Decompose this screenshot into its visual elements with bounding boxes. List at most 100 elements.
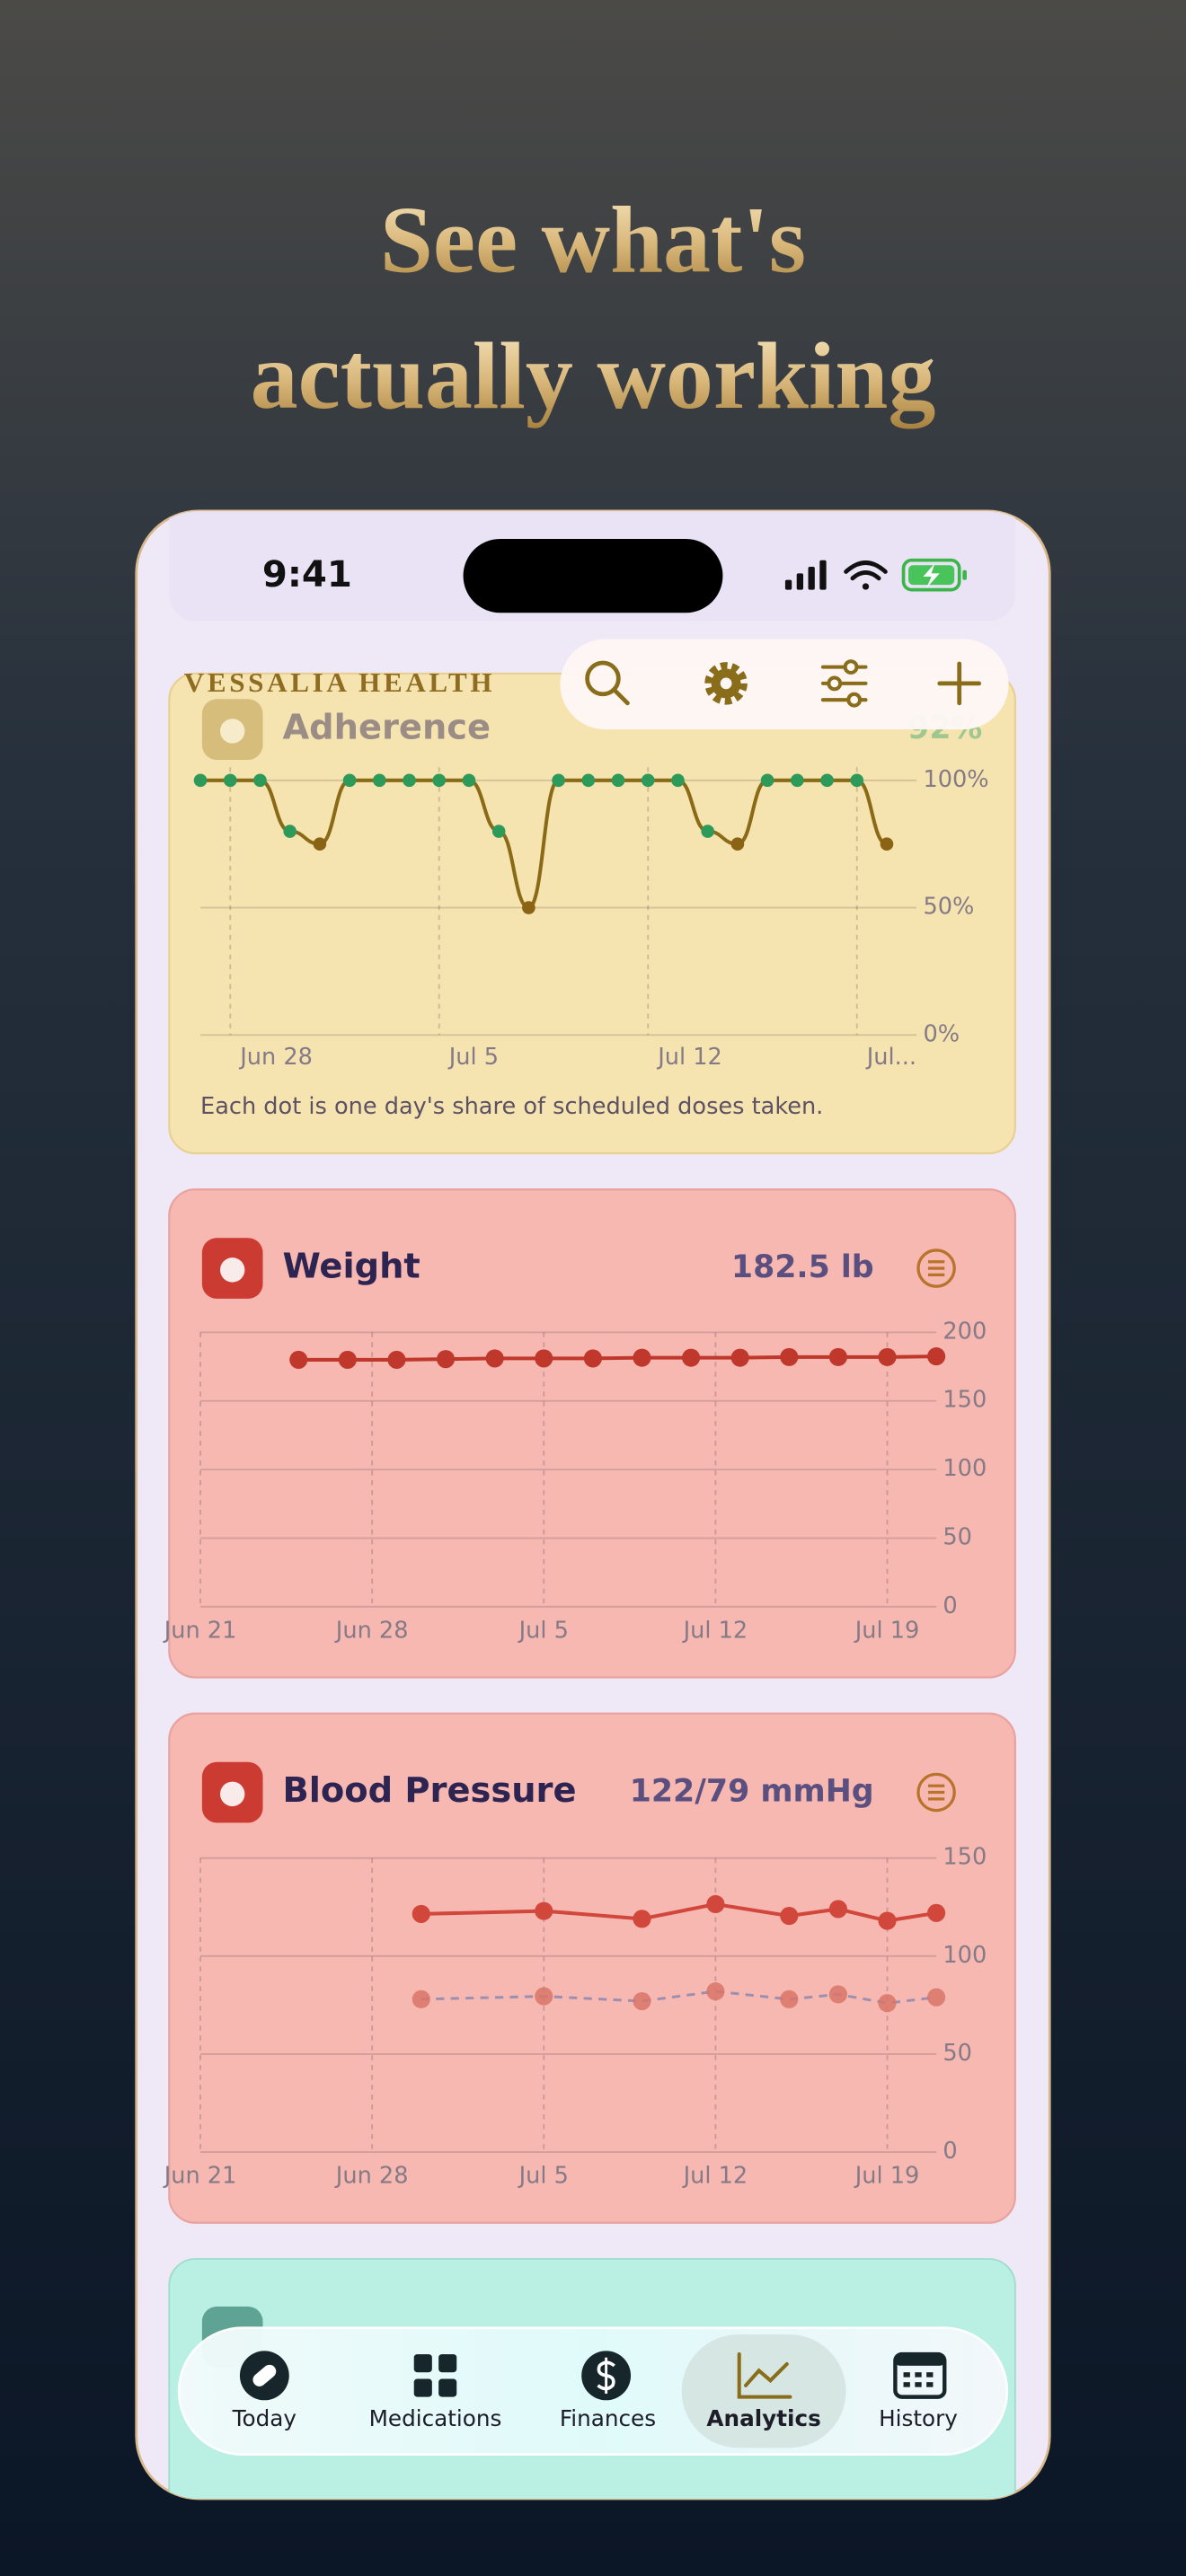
point bbox=[706, 1894, 725, 1914]
point bbox=[535, 1901, 553, 1920]
point bbox=[682, 1348, 701, 1367]
x-tick-label: Jul 5 bbox=[518, 1617, 569, 1644]
point bbox=[760, 773, 774, 788]
card-icon bbox=[201, 699, 263, 760]
toolbar bbox=[560, 639, 1009, 730]
tab-label[interactable]: Finances bbox=[560, 2405, 656, 2431]
point bbox=[878, 1994, 897, 2013]
point bbox=[373, 773, 386, 788]
point bbox=[828, 1347, 847, 1366]
y-tick-label: 0 bbox=[943, 1592, 957, 1619]
point bbox=[583, 1349, 602, 1368]
point bbox=[283, 825, 296, 838]
y-tick-label: 0 bbox=[943, 2138, 957, 2165]
card-icon-glyph bbox=[219, 1257, 245, 1283]
point bbox=[850, 773, 864, 788]
point bbox=[927, 1988, 946, 2007]
list-button[interactable] bbox=[916, 1772, 956, 1813]
point bbox=[828, 1900, 847, 1919]
point bbox=[791, 773, 804, 788]
settings-button[interactable] bbox=[704, 662, 748, 705]
y-tick-label: 100 bbox=[943, 1942, 987, 1969]
point bbox=[671, 773, 685, 788]
point bbox=[223, 773, 237, 788]
list-button[interactable] bbox=[916, 1248, 956, 1288]
point bbox=[313, 837, 327, 851]
tab-label[interactable]: Today bbox=[232, 2405, 296, 2431]
add-button[interactable] bbox=[937, 661, 982, 706]
x-tick-label: Jul 12 bbox=[682, 2163, 748, 2190]
point bbox=[581, 773, 596, 788]
status-time: 9:41 bbox=[262, 554, 352, 595]
x-tick-label: Jul 5 bbox=[447, 1044, 499, 1071]
point bbox=[820, 773, 834, 788]
card-header: Weight 182.5 lb bbox=[201, 1238, 956, 1299]
point bbox=[462, 773, 476, 788]
x-tick-label: Jul 5 bbox=[518, 2163, 569, 2190]
point bbox=[730, 1348, 749, 1367]
brand: VESSALIA HEALTH bbox=[184, 666, 495, 698]
point bbox=[780, 1989, 799, 2008]
tab-label[interactable]: Medications bbox=[369, 2405, 502, 2431]
point bbox=[535, 1349, 553, 1368]
point bbox=[387, 1350, 406, 1369]
point bbox=[706, 1982, 725, 2001]
tab-highlight bbox=[681, 2334, 846, 2448]
point bbox=[927, 1903, 946, 1922]
point bbox=[701, 825, 714, 838]
card-icon-glyph bbox=[219, 1781, 245, 1807]
toolbar-bg bbox=[560, 639, 1009, 730]
point bbox=[338, 1350, 357, 1369]
point bbox=[432, 773, 447, 788]
point bbox=[828, 1985, 847, 2004]
filter-button[interactable] bbox=[820, 659, 868, 708]
caption: Each dot is one day's share of scheduled… bbox=[200, 1093, 823, 1120]
point bbox=[633, 1348, 651, 1367]
today-icon bbox=[239, 2351, 289, 2401]
tab-label[interactable]: Analytics bbox=[706, 2405, 820, 2431]
history-icon bbox=[893, 2351, 947, 2399]
card-icon-glyph bbox=[219, 719, 245, 744]
point bbox=[253, 773, 267, 788]
card-title: Adherence bbox=[282, 708, 491, 748]
point bbox=[878, 1347, 897, 1366]
x-tick-label: Jun 28 bbox=[334, 1617, 409, 1644]
point bbox=[780, 1347, 799, 1366]
point bbox=[412, 1989, 430, 2008]
card-title: Blood Pressure bbox=[282, 1770, 576, 1811]
point bbox=[522, 901, 535, 914]
search-button[interactable] bbox=[585, 660, 630, 706]
x-tick-label: Jun 21 bbox=[163, 1617, 237, 1644]
card-summary: 122/79 mmHg bbox=[630, 1774, 874, 1810]
card-summary: 182.5 lb bbox=[731, 1249, 874, 1285]
point bbox=[611, 773, 625, 788]
point bbox=[730, 837, 745, 851]
y-tick-label: 200 bbox=[943, 1318, 987, 1345]
point bbox=[880, 837, 894, 851]
chart-card: Blood Pressure 122/79 mmHg 0 50 100 150 Jun 21… bbox=[163, 1712, 1016, 2224]
y-tick-label: 100% bbox=[923, 766, 988, 793]
x-tick-label: Jul 19 bbox=[854, 1617, 920, 1644]
headline: actually working bbox=[251, 322, 936, 428]
point bbox=[535, 1987, 553, 2006]
chart-card: Weight 182.5 lb 0 50 100 150 200 Jun 21 Jun 28 Ju… bbox=[163, 1188, 1016, 1679]
y-tick-label: 50 bbox=[943, 2040, 972, 2067]
dynamic-island bbox=[463, 538, 723, 613]
x-tick-label: Jun 21 bbox=[163, 2163, 237, 2190]
point bbox=[633, 1991, 651, 2011]
x-tick-label: Jun 28 bbox=[334, 2163, 409, 2190]
point bbox=[403, 773, 416, 788]
list-button-ring bbox=[916, 1248, 956, 1288]
finances-icon bbox=[581, 2351, 632, 2401]
point bbox=[878, 1911, 897, 1930]
tab-label[interactable]: History bbox=[879, 2405, 958, 2431]
point bbox=[437, 1350, 456, 1369]
wifi-icon bbox=[844, 560, 888, 590]
battery-icon bbox=[901, 558, 967, 592]
point bbox=[491, 825, 506, 838]
card bbox=[168, 1712, 1016, 2224]
